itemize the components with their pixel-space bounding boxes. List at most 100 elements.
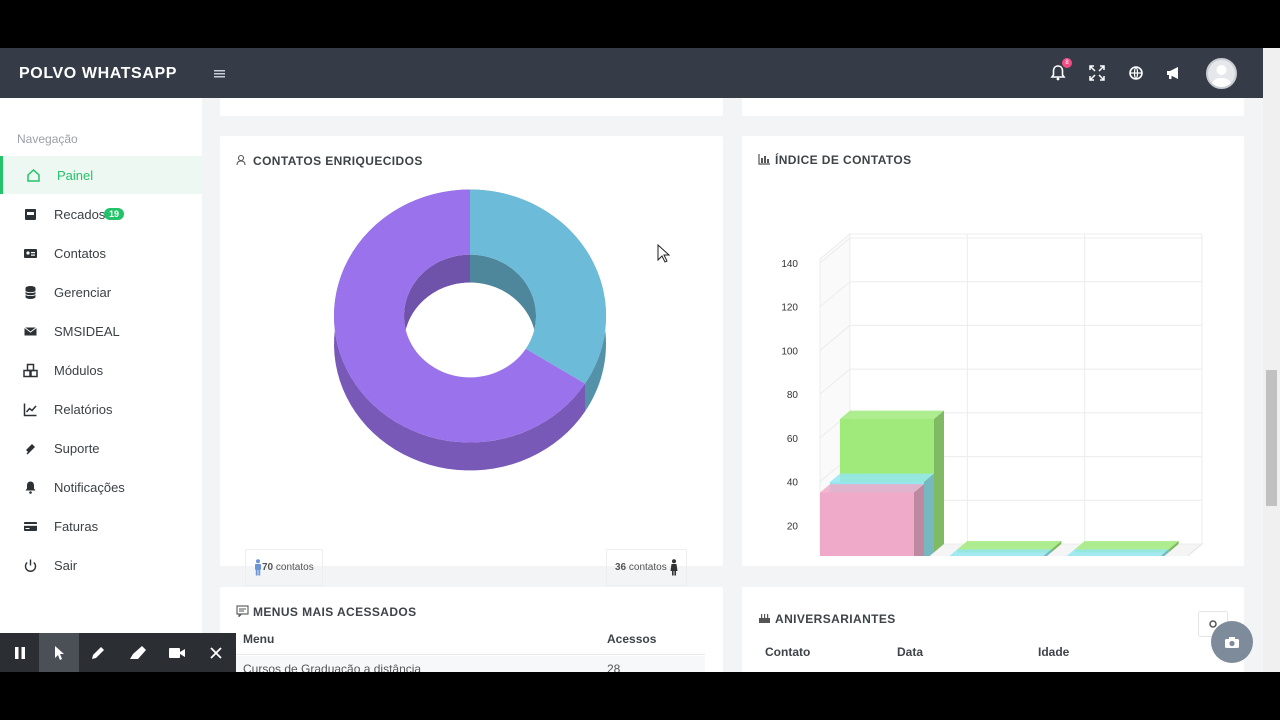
sidebar-item-label: Gerenciar — [54, 284, 112, 300]
y-tick-label: 40 — [787, 478, 799, 489]
bar-pink-whatsapp — [820, 484, 924, 556]
user-avatar[interactable] — [1206, 58, 1237, 89]
brand-logo[interactable]: POLVO WHATSAPP — [19, 65, 178, 82]
enriched-contacts-card: CONTATOS ENRIQUECIDOS 70 contatos 36 con… — [220, 136, 723, 586]
sidebar-item-contatos[interactable]: Contatos — [0, 234, 202, 272]
enriched-contacts-title: CONTATOS ENRIQUECIDOS — [236, 154, 423, 168]
table-row[interactable]: Cursos de Graduação a distância 28 — [236, 656, 705, 672]
sidebar-item-smsideal[interactable]: SMSIDEAL — [0, 312, 202, 350]
col-contact-header: Contato — [765, 645, 811, 659]
sidebar-item-label: Relatórios — [54, 401, 113, 417]
globe-icon[interactable] — [1124, 61, 1148, 85]
female-person-icon — [670, 559, 677, 576]
y-tick-label: 80 — [787, 390, 799, 401]
sidebar-item-gerenciar[interactable]: Gerenciar — [0, 273, 202, 311]
sidebar-item-label: Faturas — [54, 518, 99, 534]
female-contacts-legend: 36 contatos — [606, 549, 687, 586]
sidebar-item-modulos[interactable]: Módulos — [0, 351, 202, 389]
pointer-tool-button[interactable] — [39, 633, 79, 672]
user-tag-icon — [236, 154, 246, 166]
top-navbar: POLVO WHATSAPP 8 — [0, 48, 1263, 98]
notification-count-badge: 8 — [1062, 58, 1072, 68]
sidebar-item-label: SMSIDEAL — [54, 323, 120, 339]
bar-top — [957, 541, 1062, 550]
cubes-icon — [23, 363, 38, 377]
close-toolbar-button[interactable] — [196, 633, 235, 672]
col-menu-header: Menu — [243, 632, 275, 646]
donut-slice-masculino — [334, 189, 586, 443]
bar-side — [1168, 541, 1179, 553]
close-icon — [210, 646, 222, 659]
line-chart-icon — [23, 403, 37, 416]
sidebar-item-faturas[interactable]: Faturas — [0, 507, 202, 545]
enriched-contacts-donut-chart — [334, 189, 606, 471]
user-silhouette-icon — [1211, 65, 1232, 87]
birthday-cake-icon — [759, 614, 770, 623]
sidebar-item-label: Módulos — [54, 362, 104, 378]
sidebar-item-recados[interactable]: Recados 19 — [0, 195, 202, 233]
menus-table-header: Menu Acessos — [236, 627, 705, 655]
pause-button[interactable] — [0, 633, 39, 672]
comment-icon — [236, 605, 249, 617]
sidebar-item-label: Contatos — [54, 245, 107, 261]
sidebar-item-painel[interactable]: Painel — [0, 156, 202, 194]
database-icon — [25, 285, 36, 299]
hamburger-menu-icon[interactable] — [212, 63, 228, 83]
page-scrollbar[interactable] — [1263, 48, 1280, 672]
male-person-icon — [255, 559, 261, 576]
col-date-header: Data — [897, 645, 924, 659]
megaphone-icon[interactable] — [1162, 61, 1186, 85]
bar-side — [1160, 549, 1169, 556]
mouse-cursor-icon — [657, 244, 671, 263]
pen-icon — [92, 646, 105, 659]
contacts-index-card: ÍNDICE DE CONTATOS 020406080100120140Wha… — [742, 136, 1244, 566]
bar-top — [820, 484, 924, 493]
fullscreen-icon[interactable] — [1085, 61, 1109, 85]
bar-cyan-telegram — [949, 549, 1052, 556]
bar-face — [820, 492, 914, 556]
menu-cell: Cursos de Graduação a distância — [243, 662, 422, 672]
envelope-icon — [24, 326, 37, 335]
card-above-left — [220, 98, 723, 116]
y-tick-label: 120 — [781, 303, 798, 314]
bar-side — [1051, 541, 1062, 553]
most-accessed-menus-title: MENUS MAIS ACESSADOS — [236, 605, 417, 619]
highlighter-tool-button[interactable] — [118, 633, 157, 672]
bar-cyan-portabilidade — [1066, 549, 1169, 556]
bar-chart-icon — [758, 154, 770, 165]
notifications-bell-icon[interactable] — [1046, 61, 1070, 85]
bell-icon — [25, 481, 36, 494]
bar-top — [1066, 549, 1169, 556]
birthdays-title: ANIVERSARIANTES — [758, 612, 896, 626]
bar-top — [840, 410, 944, 420]
col-access-header: Acessos — [607, 632, 657, 646]
access-cell: 28 — [607, 662, 621, 672]
y-tick-label: 60 — [787, 434, 799, 445]
y-tick-label: 20 — [787, 521, 799, 532]
sidebar-item-label: Notificações — [54, 479, 125, 495]
power-icon — [24, 559, 37, 572]
female-contacts-suffix: contatos — [628, 562, 667, 573]
home-icon — [27, 168, 40, 182]
birthdays-card: ANIVERSARIANTES Contato Data Idade — [742, 587, 1244, 672]
bar-top — [949, 549, 1052, 556]
sidebar-item-sair[interactable]: Sair — [0, 546, 202, 584]
y-tick-label: 100 — [781, 346, 798, 357]
pen-tool-button[interactable] — [79, 633, 118, 672]
bar-side — [914, 484, 924, 556]
bar-top — [1074, 541, 1179, 550]
camera-tool-button[interactable] — [157, 633, 196, 672]
sidebar-item-relatorios[interactable]: Relatórios — [0, 390, 202, 428]
sidebar-item-label: Recados — [54, 206, 106, 222]
female-contacts-count: 36 — [615, 562, 627, 573]
sidebar-item-suporte[interactable]: Suporte — [0, 429, 202, 467]
camera-icon — [1225, 636, 1239, 648]
male-contacts-count: 70 — [262, 562, 274, 573]
donut-slice-feminino — [470, 189, 606, 384]
screenshot-camera-button[interactable] — [1211, 621, 1253, 663]
sidebar-item-notificacoes[interactable]: Notificações — [0, 468, 202, 506]
sidebar-item-label: Sair — [54, 557, 78, 573]
scrollbar-thumb[interactable] — [1266, 370, 1277, 506]
bar-side — [924, 473, 934, 556]
bar-top — [830, 473, 934, 482]
